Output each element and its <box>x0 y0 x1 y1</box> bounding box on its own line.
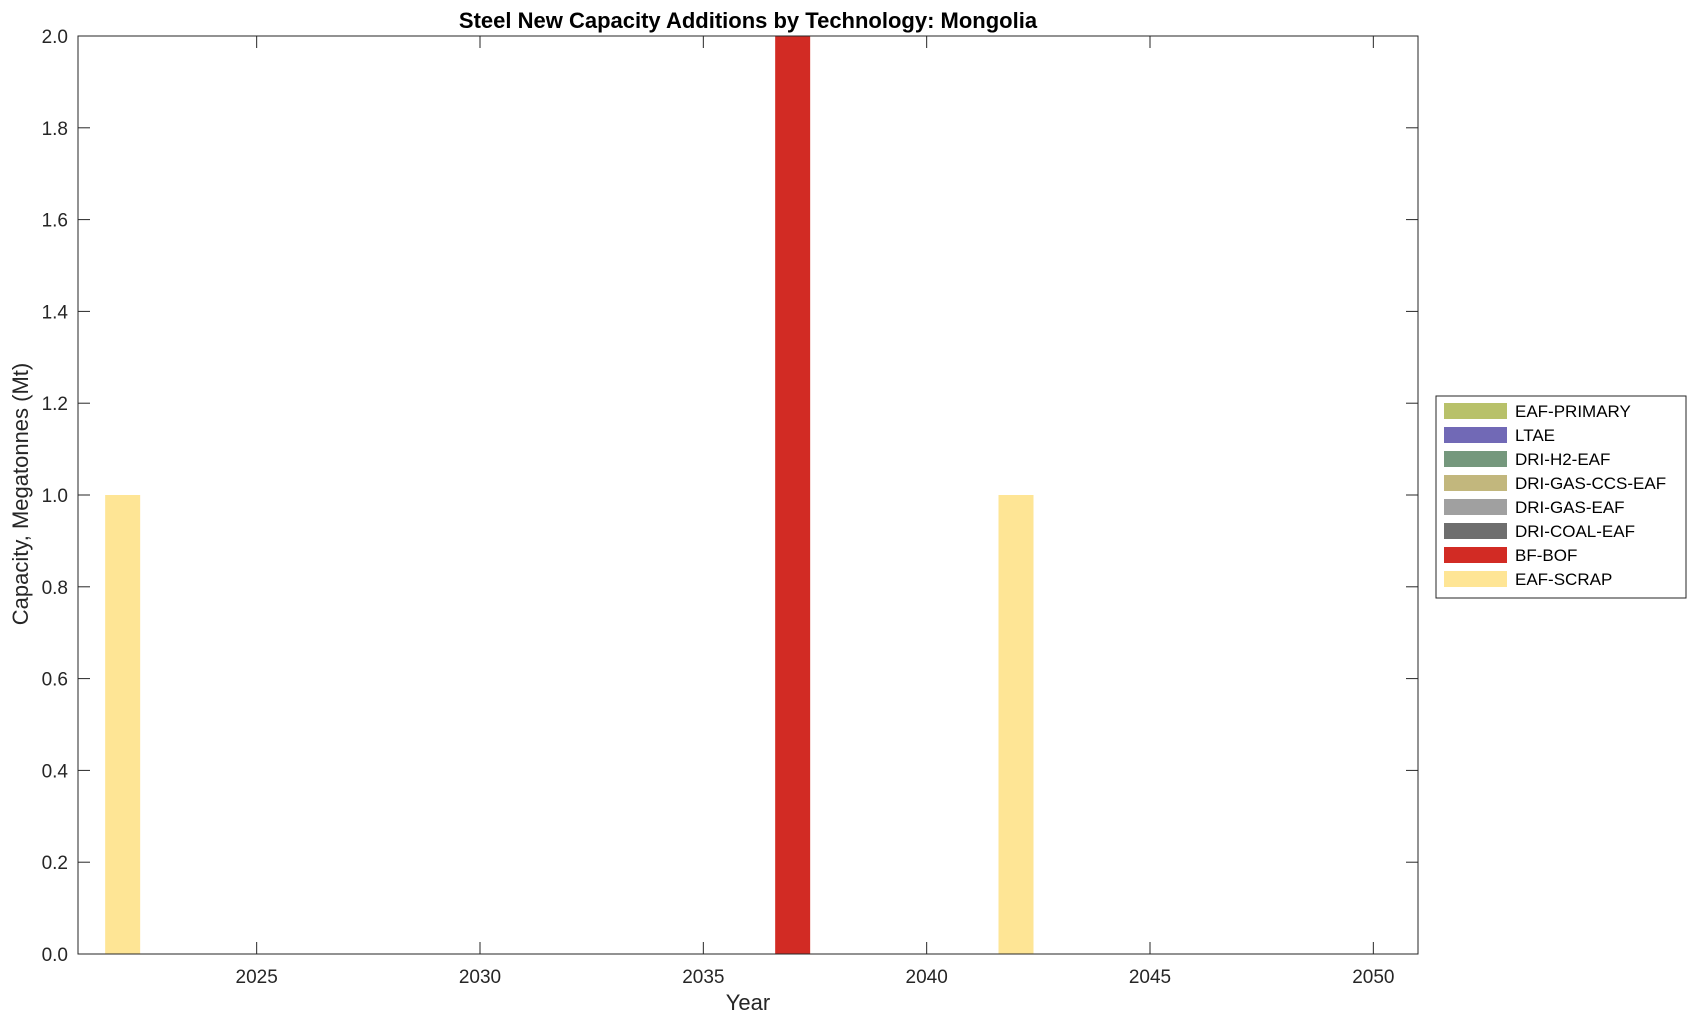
legend-swatch-dri-gas-ccs-eaf <box>1444 475 1507 491</box>
bar-eaf-scrap-2022 <box>105 495 141 954</box>
legend-label-dri-coal-eaf: DRI-COAL-EAF <box>1515 522 1635 541</box>
x-tick-label-2040: 2040 <box>906 967 948 988</box>
y-tick-label-1.6: 1.6 <box>42 211 68 232</box>
legend: EAF-PRIMARY LTAE DRI-H2-EAF DRI-GAS-CCS-EAF… <box>1435 395 1687 599</box>
y-tick-label-0.4: 0.4 <box>42 761 69 782</box>
legend-label-eaf-primary: EAF-PRIMARY <box>1515 402 1631 421</box>
bar-bf-bof-2037 <box>775 36 811 954</box>
y-tick-label-1: 1.0 <box>42 486 68 507</box>
legend-swatch-bf-bof <box>1444 547 1507 563</box>
legend-label-eaf-scrap: EAF-SCRAP <box>1515 570 1612 589</box>
legend-swatch-dri-coal-eaf <box>1444 523 1507 539</box>
chart-title: Steel New Capacity Additions by Technolo… <box>459 8 1038 33</box>
plot-area: 2025 2030 2035 2040 2045 2050 0.0 0.2 0.4 0.6 0.8 1… <box>42 27 1419 988</box>
y-tick-label-1.4: 1.4 <box>42 302 69 323</box>
y-tick-label-0.6: 0.6 <box>42 670 68 691</box>
legend-label-dri-gas-eaf: DRI-GAS-EAF <box>1515 498 1625 517</box>
y-tick-label-0.2: 0.2 <box>42 853 68 874</box>
y-tick-label-1.2: 1.2 <box>42 394 68 415</box>
axes-box <box>77 35 1419 955</box>
legend-box <box>1435 395 1687 599</box>
y-axis-label: Capacity, Megatonnes (Mt) <box>8 363 33 625</box>
x-tick-label-2050: 2050 <box>1352 967 1394 988</box>
x-tick-label-2030: 2030 <box>459 967 501 988</box>
x-tick-label-2045: 2045 <box>1129 967 1171 988</box>
legend-swatch-ltae <box>1444 427 1507 443</box>
legend-label-ltae: LTAE <box>1515 426 1555 445</box>
x-tick-label-2035: 2035 <box>682 967 724 988</box>
y-tick-label-2: 2.0 <box>42 27 68 48</box>
y-tick-label-0.8: 0.8 <box>42 578 68 599</box>
x-tick-label-2025: 2025 <box>236 967 278 988</box>
legend-swatch-dri-h2-eaf <box>1444 451 1507 467</box>
x-axis-label: Year <box>726 990 770 1015</box>
legend-label-dri-h2-eaf: DRI-H2-EAF <box>1515 450 1610 469</box>
y-tick-label-0: 0.0 <box>42 945 68 966</box>
legend-label-bf-bof: BF-BOF <box>1515 546 1577 565</box>
legend-label-dri-gas-ccs-eaf: DRI-GAS-CCS-EAF <box>1515 474 1666 493</box>
legend-swatch-dri-gas-eaf <box>1444 499 1507 515</box>
legend-swatch-eaf-primary <box>1444 403 1507 419</box>
y-tick-label-1.8: 1.8 <box>42 119 68 140</box>
legend-swatch-eaf-scrap <box>1444 571 1507 587</box>
bar-eaf-scrap-2042 <box>998 495 1034 954</box>
